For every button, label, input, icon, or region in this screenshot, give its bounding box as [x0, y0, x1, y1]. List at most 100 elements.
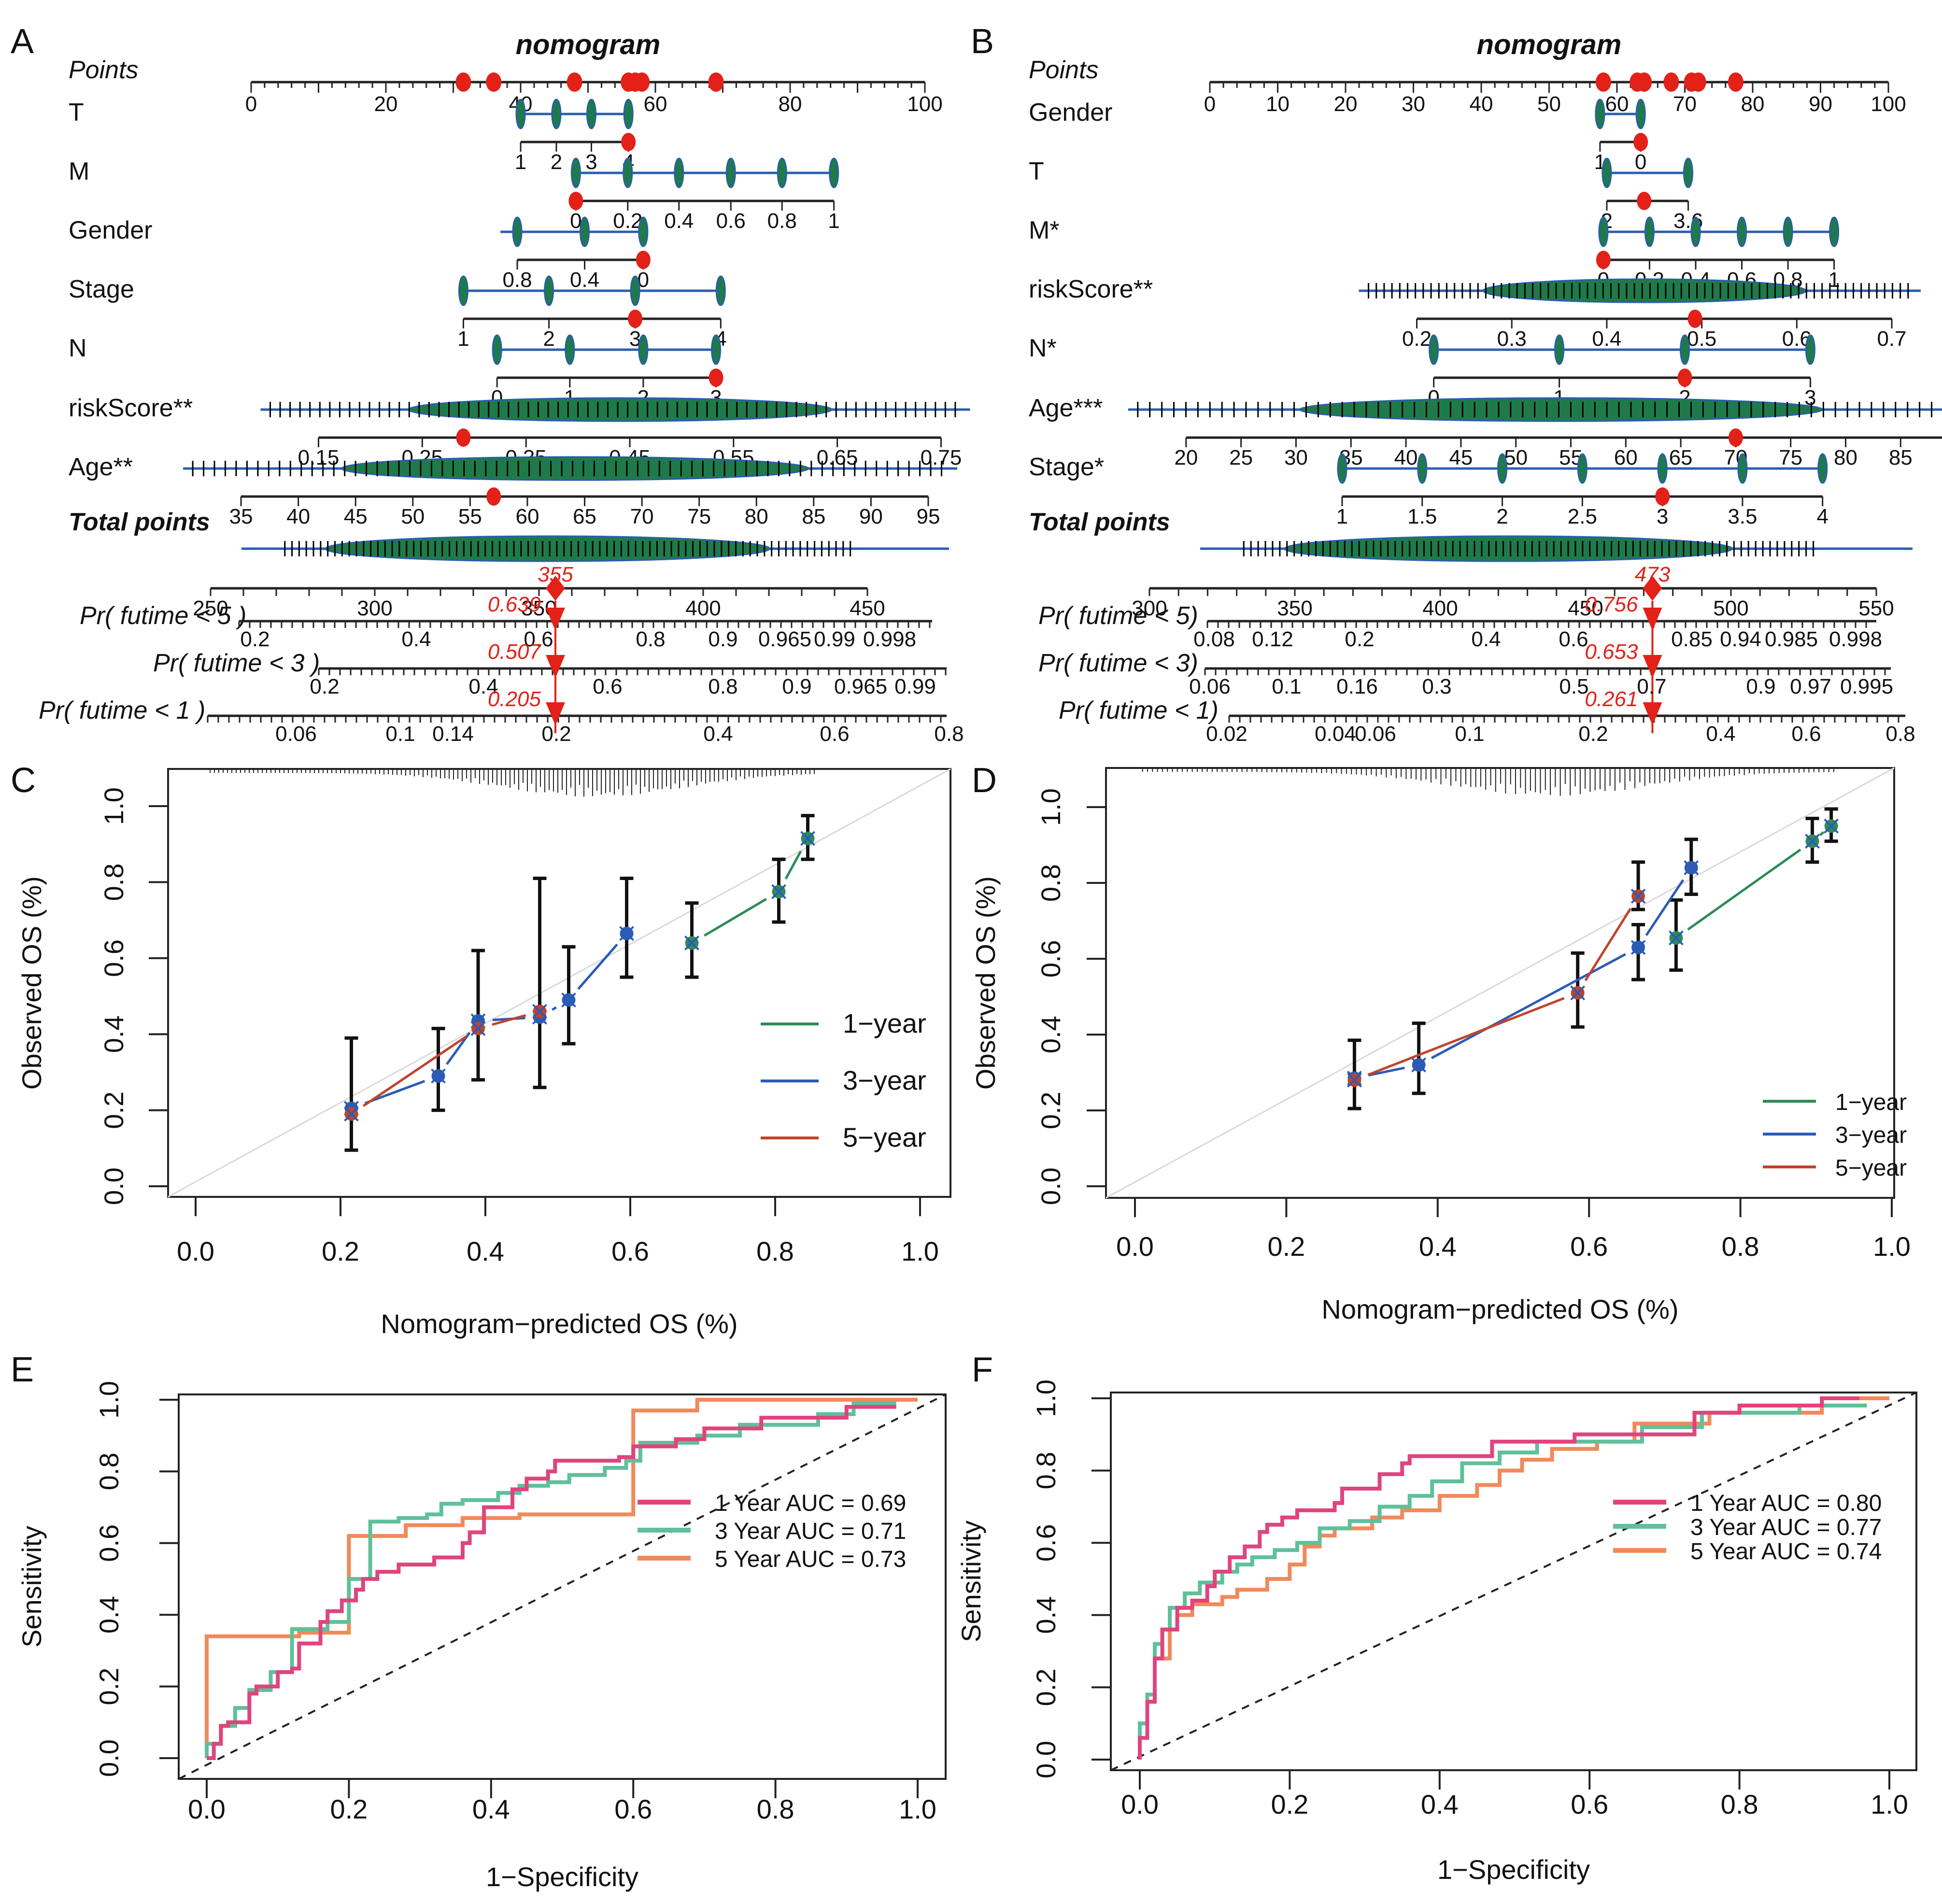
variable-tick-label: 90 — [859, 505, 883, 528]
variable-selected-marker — [709, 369, 723, 387]
roc-curve-1year — [1138, 1396, 1859, 1760]
y-tick-label: 1.0 — [94, 1381, 124, 1419]
y-tick-label: 0.6 — [94, 1524, 124, 1562]
variable-level-violin — [1554, 334, 1565, 365]
calibration-point-cross — [1805, 834, 1820, 849]
points-axis-label: Points — [69, 56, 139, 84]
variable-level-violin — [1783, 216, 1793, 247]
variable-tick-label: 85 — [1889, 446, 1913, 469]
probability-tick-label: 0.1 — [385, 722, 415, 746]
variable-tick-label: 0.4 — [664, 209, 694, 233]
points-axis-tick-label: 60 — [1605, 92, 1629, 116]
selected-point-marker — [634, 72, 650, 92]
variable-density-violin — [1482, 278, 1807, 303]
x-axis-title: Nomogram−predicted OS (%) — [1321, 1294, 1678, 1324]
x-axis-title: 1−Specificity — [1437, 1854, 1590, 1885]
variable-selected-marker — [1677, 369, 1692, 387]
probability-tick-label: 0.3 — [1422, 675, 1451, 698]
variable-level-violin — [711, 334, 722, 365]
selected-point-marker — [1663, 72, 1679, 92]
variable-selected-marker — [636, 251, 651, 269]
probability-arrow-marker — [546, 655, 565, 678]
variable-label: T — [1029, 157, 1044, 185]
variable-tick-label: 1 — [515, 150, 526, 174]
variable-tick-label: 80 — [1834, 446, 1857, 469]
probability-tick-label: 0.02 — [1206, 722, 1247, 746]
probability-tick-label: 0.998 — [863, 627, 916, 651]
variable-level-violin — [1829, 216, 1840, 247]
variable-level-violin — [1429, 334, 1439, 365]
panel-label-f: F — [972, 1350, 993, 1389]
x-tick-label: 0.0 — [188, 1794, 226, 1824]
nomogram-a: nomogramPoints020406080100T1234M00.20.40… — [39, 29, 970, 746]
variable-level-violin — [1635, 99, 1646, 129]
x-tick-label: 0.4 — [467, 1236, 504, 1266]
selected-point-marker — [1636, 72, 1652, 92]
variable-tick-label: 0.2 — [1402, 327, 1432, 351]
y-tick-label: 0.2 — [94, 1668, 124, 1705]
y-tick-label: 1.0 — [1035, 788, 1066, 826]
probability-tick-label: 0.14 — [432, 722, 474, 746]
variable-level-violin — [1602, 157, 1612, 188]
variable-label: riskScore** — [69, 394, 193, 422]
variable-level-violin — [829, 157, 839, 188]
calibration-point-cross — [470, 1021, 486, 1036]
variable-level-violin — [1577, 453, 1588, 484]
x-tick-label: 1.0 — [901, 1236, 939, 1266]
variable-level-violin — [586, 99, 596, 129]
variable-label: N — [69, 334, 87, 362]
calibration-line-segment — [1367, 997, 1565, 1076]
calibration-line-segment — [492, 1014, 526, 1026]
total-points-tick-label: 350 — [1277, 597, 1312, 620]
legend-label: 3 Year AUC = 0.77 — [1690, 1515, 1882, 1540]
calibration-line-segment — [1368, 1066, 1405, 1077]
x-tick-label: 0.0 — [177, 1236, 214, 1266]
variable-label: M — [69, 157, 89, 185]
variable-level-violin — [777, 157, 787, 188]
x-tick-label: 0.6 — [611, 1236, 649, 1266]
variable-tick-label: 40 — [1394, 446, 1418, 469]
y-tick-label: 0.4 — [1031, 1596, 1061, 1634]
variable-selected-marker — [1687, 310, 1702, 328]
total-points-tick-label: 550 — [1858, 597, 1894, 620]
variable-tick-label: 40 — [286, 505, 310, 528]
calibration-line-segment — [552, 1006, 557, 1011]
variable-level-violin — [674, 157, 684, 188]
variable-selected-marker — [486, 487, 501, 506]
variable-label: Gender — [1029, 99, 1112, 127]
plot-box — [178, 1393, 947, 1780]
y-tick-label: 0.0 — [1035, 1167, 1066, 1205]
probability-tick-label: 0.2 — [240, 627, 269, 651]
variable-tick-label: 0.2 — [613, 209, 642, 233]
probability-label: Pr( futime < 3) — [1038, 649, 1198, 677]
variable-level-violin — [638, 216, 649, 247]
total-points-diamond-marker — [546, 576, 565, 601]
probability-tick-label: 0.4 — [1706, 722, 1735, 746]
variable-tick-label: 50 — [1504, 446, 1528, 469]
variable-tick-label: 0.15 — [298, 446, 340, 469]
probability-tick-label: 0.5 — [1559, 675, 1588, 698]
variable-tick-label: 70 — [630, 505, 654, 528]
legend-label: 5−year — [1835, 1155, 1907, 1181]
ideal-diagonal-line — [1106, 767, 1895, 1199]
variable-level-violin — [551, 99, 562, 129]
probability-tick-label: 0.2 — [541, 722, 571, 746]
y-tick-label: 0.6 — [1035, 940, 1066, 978]
legend-label: 3 Year AUC = 0.71 — [715, 1519, 906, 1544]
points-axis-tick-label: 100 — [907, 92, 942, 116]
y-tick-label: 0.8 — [94, 1452, 124, 1490]
calibration-line-segment — [1645, 879, 1685, 936]
probability-tick-label: 0.6 — [1559, 627, 1588, 651]
panel-label-c: C — [11, 761, 36, 800]
panel-label-b: B — [971, 22, 994, 61]
y-axis-title: Sensitivity — [16, 1526, 47, 1648]
variable-level-violin — [512, 216, 523, 247]
calibration-point-cross — [1630, 940, 1646, 955]
probability-value: 0.507 — [488, 640, 542, 664]
variable-level-violin — [1683, 157, 1694, 188]
probability-tick-label: 0.6 — [1791, 722, 1821, 746]
variable-tick-label: 30 — [1284, 446, 1308, 469]
probability-tick-label: 0.06 — [1189, 675, 1231, 698]
y-tick-label: 0.4 — [99, 1015, 129, 1053]
x-tick-label: 0.8 — [757, 1794, 794, 1824]
